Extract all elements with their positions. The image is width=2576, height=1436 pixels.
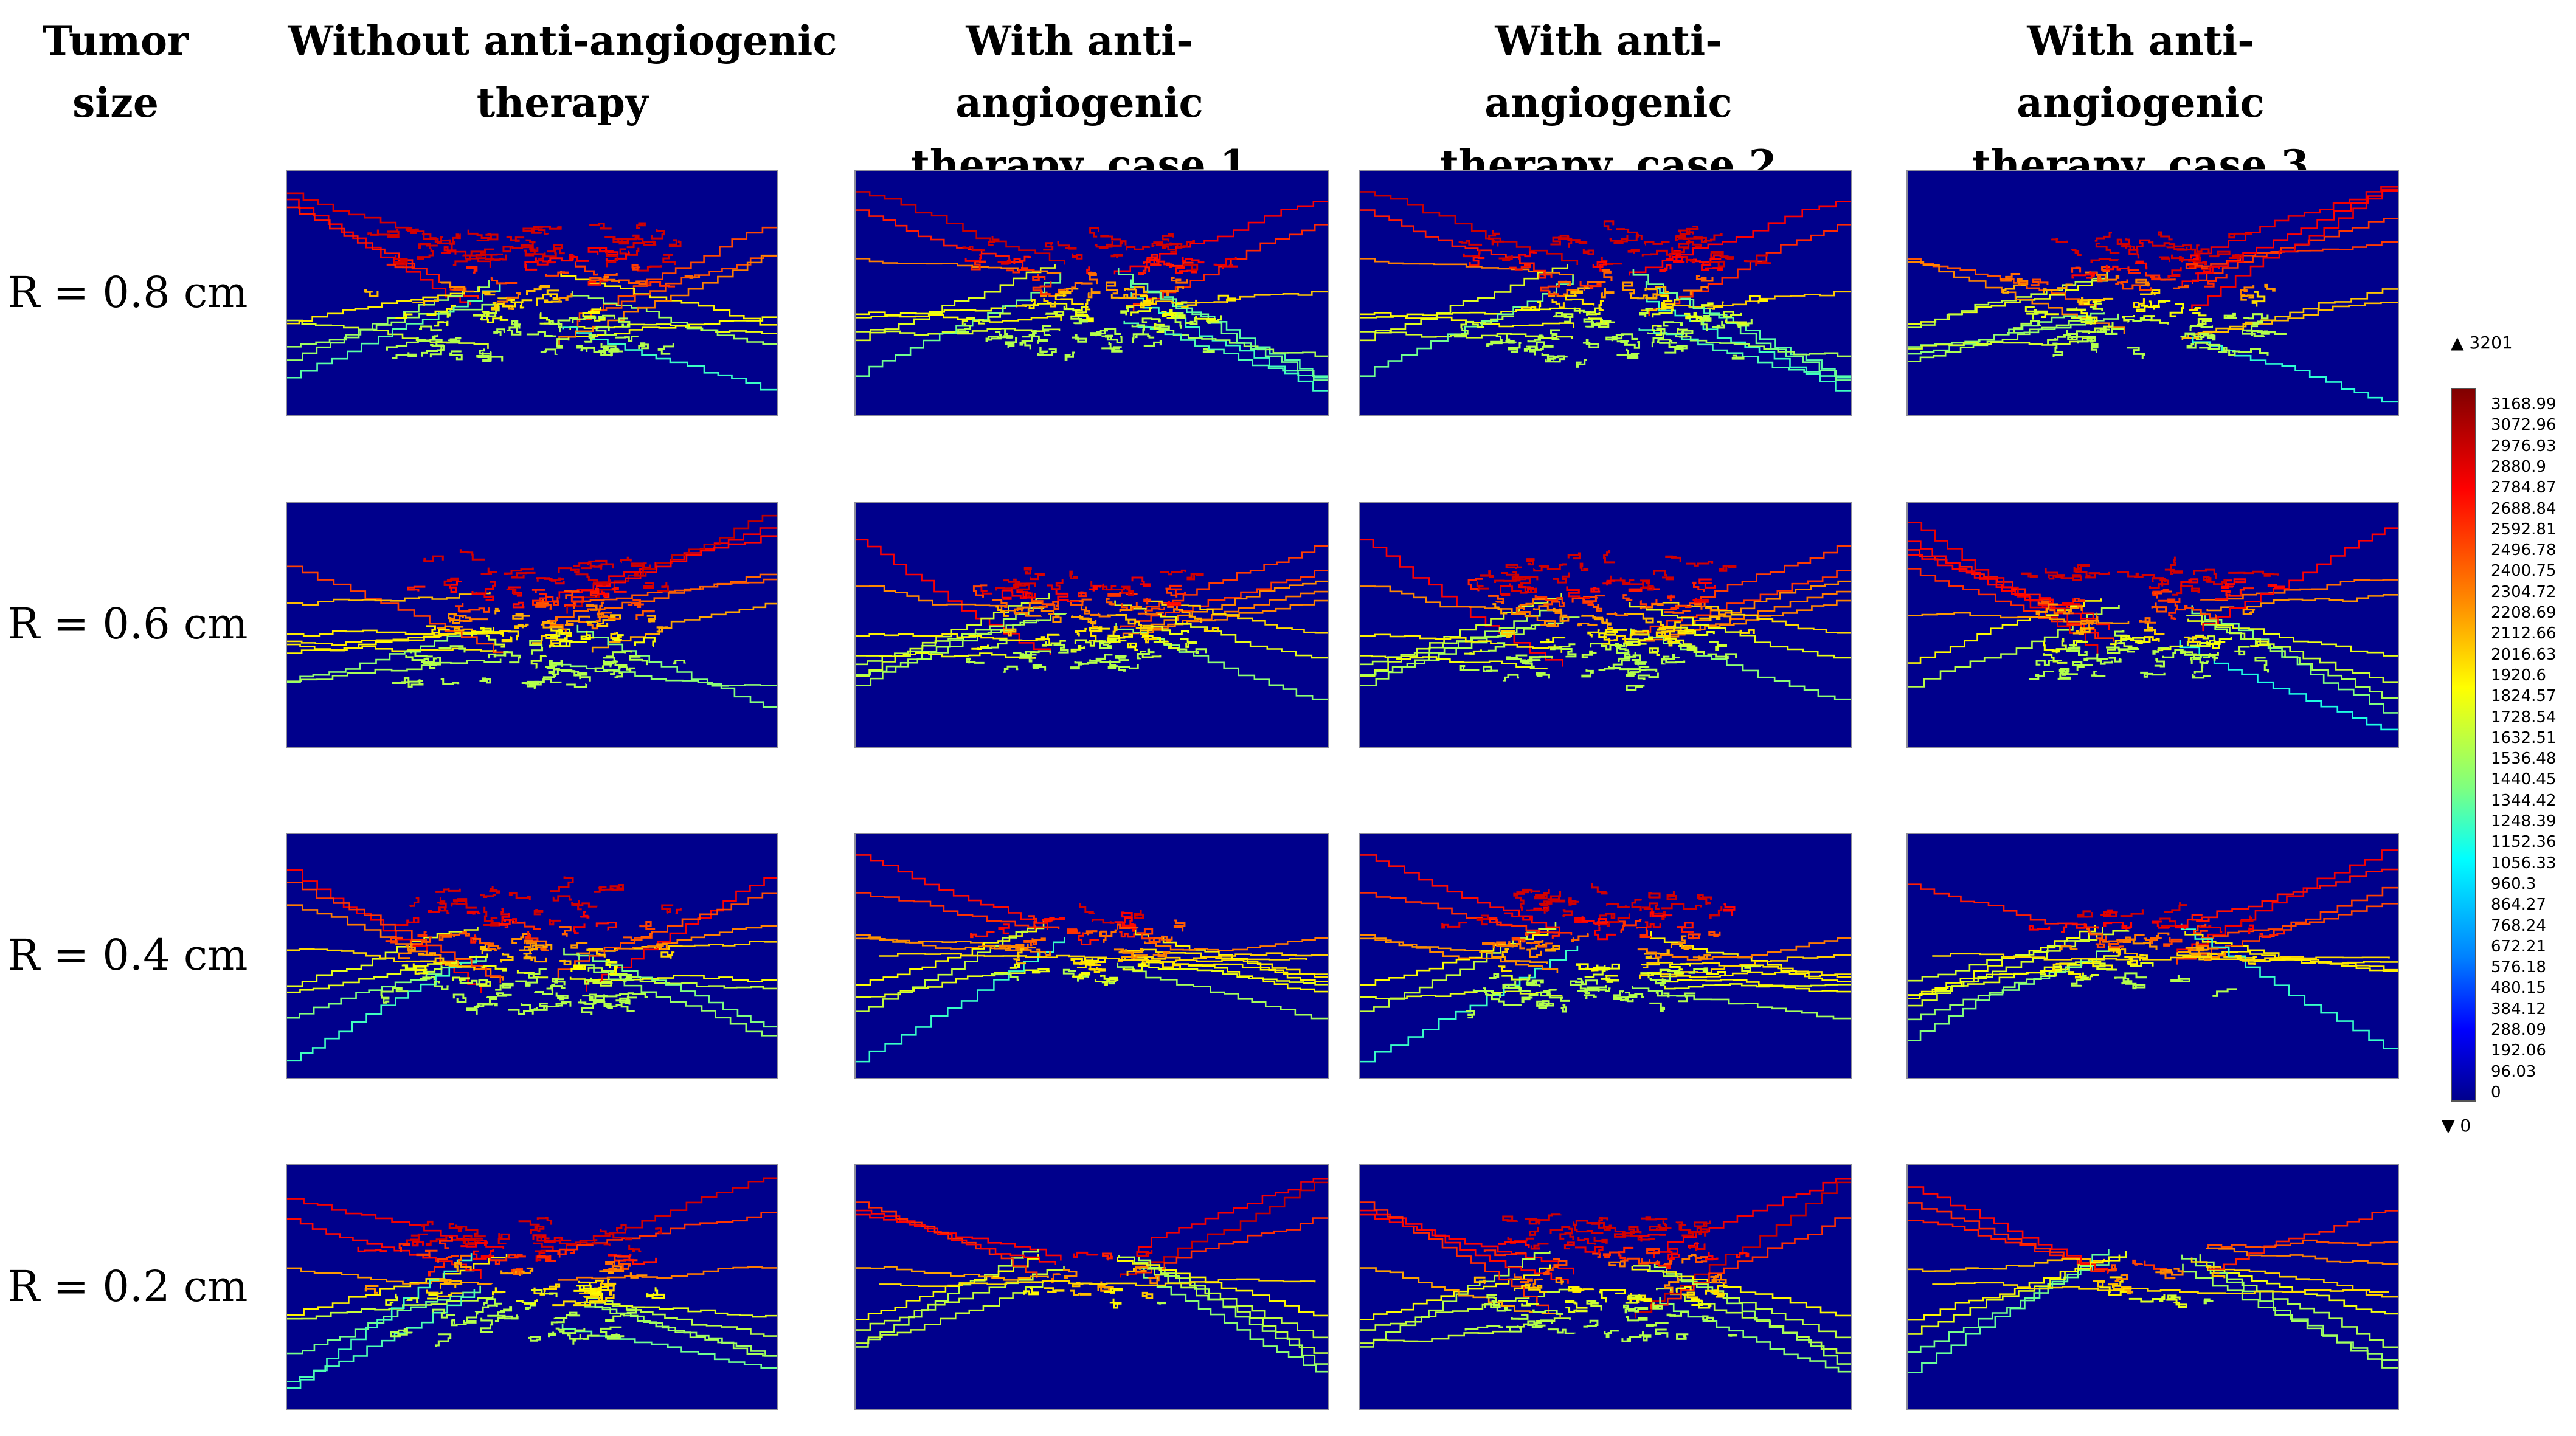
- column-header-1-line-0: Without anti-angiogenic: [288, 17, 837, 64]
- colorbar-gradient: [2451, 388, 2476, 1102]
- row-label-0: R = 0.8 cm: [7, 268, 248, 317]
- vessel-panel-r2-c1: [854, 833, 1329, 1079]
- colorbar-tick: 960.3: [2491, 874, 2536, 893]
- colorbar-tick: 672.21: [2491, 937, 2546, 956]
- colorbar-min-label: ▼ 0: [2442, 1116, 2471, 1136]
- row-label-2: R = 0.4 cm: [7, 930, 248, 980]
- column-header-1: Without anti-angiogenic therapy: [286, 10, 839, 134]
- colorbar-tick: 2016.63: [2491, 645, 2557, 664]
- vessel-panel-r0-c2: [1359, 170, 1852, 416]
- column-header-2-line-0: With anti-angiogenic: [955, 17, 1203, 126]
- colorbar-tick: 1728.54: [2491, 708, 2557, 727]
- colorbar-tick: 2400.75: [2491, 562, 2557, 581]
- vessel-panel-r3-c1: [854, 1164, 1329, 1410]
- colorbar-tick: 2976.93: [2491, 437, 2557, 455]
- column-header-0: Tumor size: [12, 10, 219, 134]
- vessel-panel-r2-c2: [1359, 833, 1852, 1079]
- vessel-panel-r2-c3: [1906, 833, 2399, 1079]
- vessel-panel-r1-c0: [286, 502, 778, 748]
- colorbar-tick: 384.12: [2491, 999, 2546, 1018]
- colorbar-tick: 2112.66: [2491, 624, 2557, 643]
- colorbar-tick: 2208.69: [2491, 604, 2557, 622]
- colorbar-tick: 2304.72: [2491, 582, 2557, 601]
- colorbar-tick: 1632.51: [2491, 728, 2557, 747]
- colorbar-tick: 96.03: [2491, 1062, 2536, 1081]
- vessel-panel-r1-c2: [1359, 502, 1852, 748]
- vessel-panel-r3-c2: [1359, 1164, 1852, 1410]
- colorbar-tick: 3072.96: [2491, 416, 2557, 435]
- colorbar-tick: 576.18: [2491, 958, 2546, 977]
- colorbar-tick: 2880.9: [2491, 457, 2546, 476]
- vessel-panel-r2-c0: [286, 833, 778, 1079]
- colorbar-tick: 1248.39: [2491, 812, 2557, 830]
- colorbar-max-label: ▲ 3201: [2451, 333, 2513, 353]
- column-header-4-line-0: With anti-angiogenic: [2017, 17, 2265, 126]
- vessel-panel-r3-c0: [286, 1164, 778, 1410]
- vessel-panel-r0-c0: [286, 170, 778, 416]
- colorbar-tick: 2784.87: [2491, 478, 2557, 497]
- vessel-panel-r3-c3: [1906, 1164, 2399, 1410]
- colorbar-tick: 1920.6: [2491, 666, 2546, 685]
- row-label-3: R = 0.2 cm: [7, 1262, 248, 1311]
- vessel-panel-r0-c3: [1906, 170, 2399, 416]
- colorbar-tick: 864.27: [2491, 896, 2546, 914]
- column-header-4: With anti-angiogenic therapy, case 3: [1903, 10, 2378, 196]
- column-header-2: With anti-angiogenic therapy, case 1: [845, 10, 1314, 196]
- vessel-panel-r1-c3: [1906, 502, 2399, 748]
- colorbar-tick: 2592.81: [2491, 520, 2557, 539]
- colorbar-tick: 0: [2491, 1083, 2501, 1102]
- colorbar-tick: 288.09: [2491, 1021, 2546, 1039]
- vessel-panel-r0-c1: [854, 170, 1329, 416]
- colorbar-tick: 3168.99: [2491, 395, 2557, 413]
- column-header-0-line-1: size: [72, 79, 159, 126]
- colorbar-tick: 768.24: [2491, 916, 2546, 935]
- colorbar-tick: 2688.84: [2491, 499, 2557, 518]
- vessel-panel-r1-c1: [854, 502, 1329, 748]
- colorbar-tick: 1152.36: [2491, 833, 2557, 852]
- colorbar-tick: 1344.42: [2491, 791, 2557, 810]
- row-label-1: R = 0.6 cm: [7, 599, 248, 649]
- colorbar-tick: 480.15: [2491, 979, 2546, 998]
- colorbar-tick: 2496.78: [2491, 541, 2557, 560]
- column-header-1-line-1: therapy: [476, 79, 649, 126]
- colorbar-tick: 192.06: [2491, 1041, 2546, 1060]
- colorbar-tick: 1536.48: [2491, 750, 2557, 768]
- column-header-0-line-0: Tumor: [43, 17, 189, 64]
- colorbar-tick: 1824.57: [2491, 687, 2557, 706]
- column-header-3-line-0: With anti-angiogenic: [1484, 17, 1733, 126]
- column-header-3: With anti-angiogenic therapy, case 2: [1374, 10, 1843, 196]
- colorbar-tick: 1440.45: [2491, 770, 2557, 789]
- colorbar-tick: 1056.33: [2491, 854, 2557, 872]
